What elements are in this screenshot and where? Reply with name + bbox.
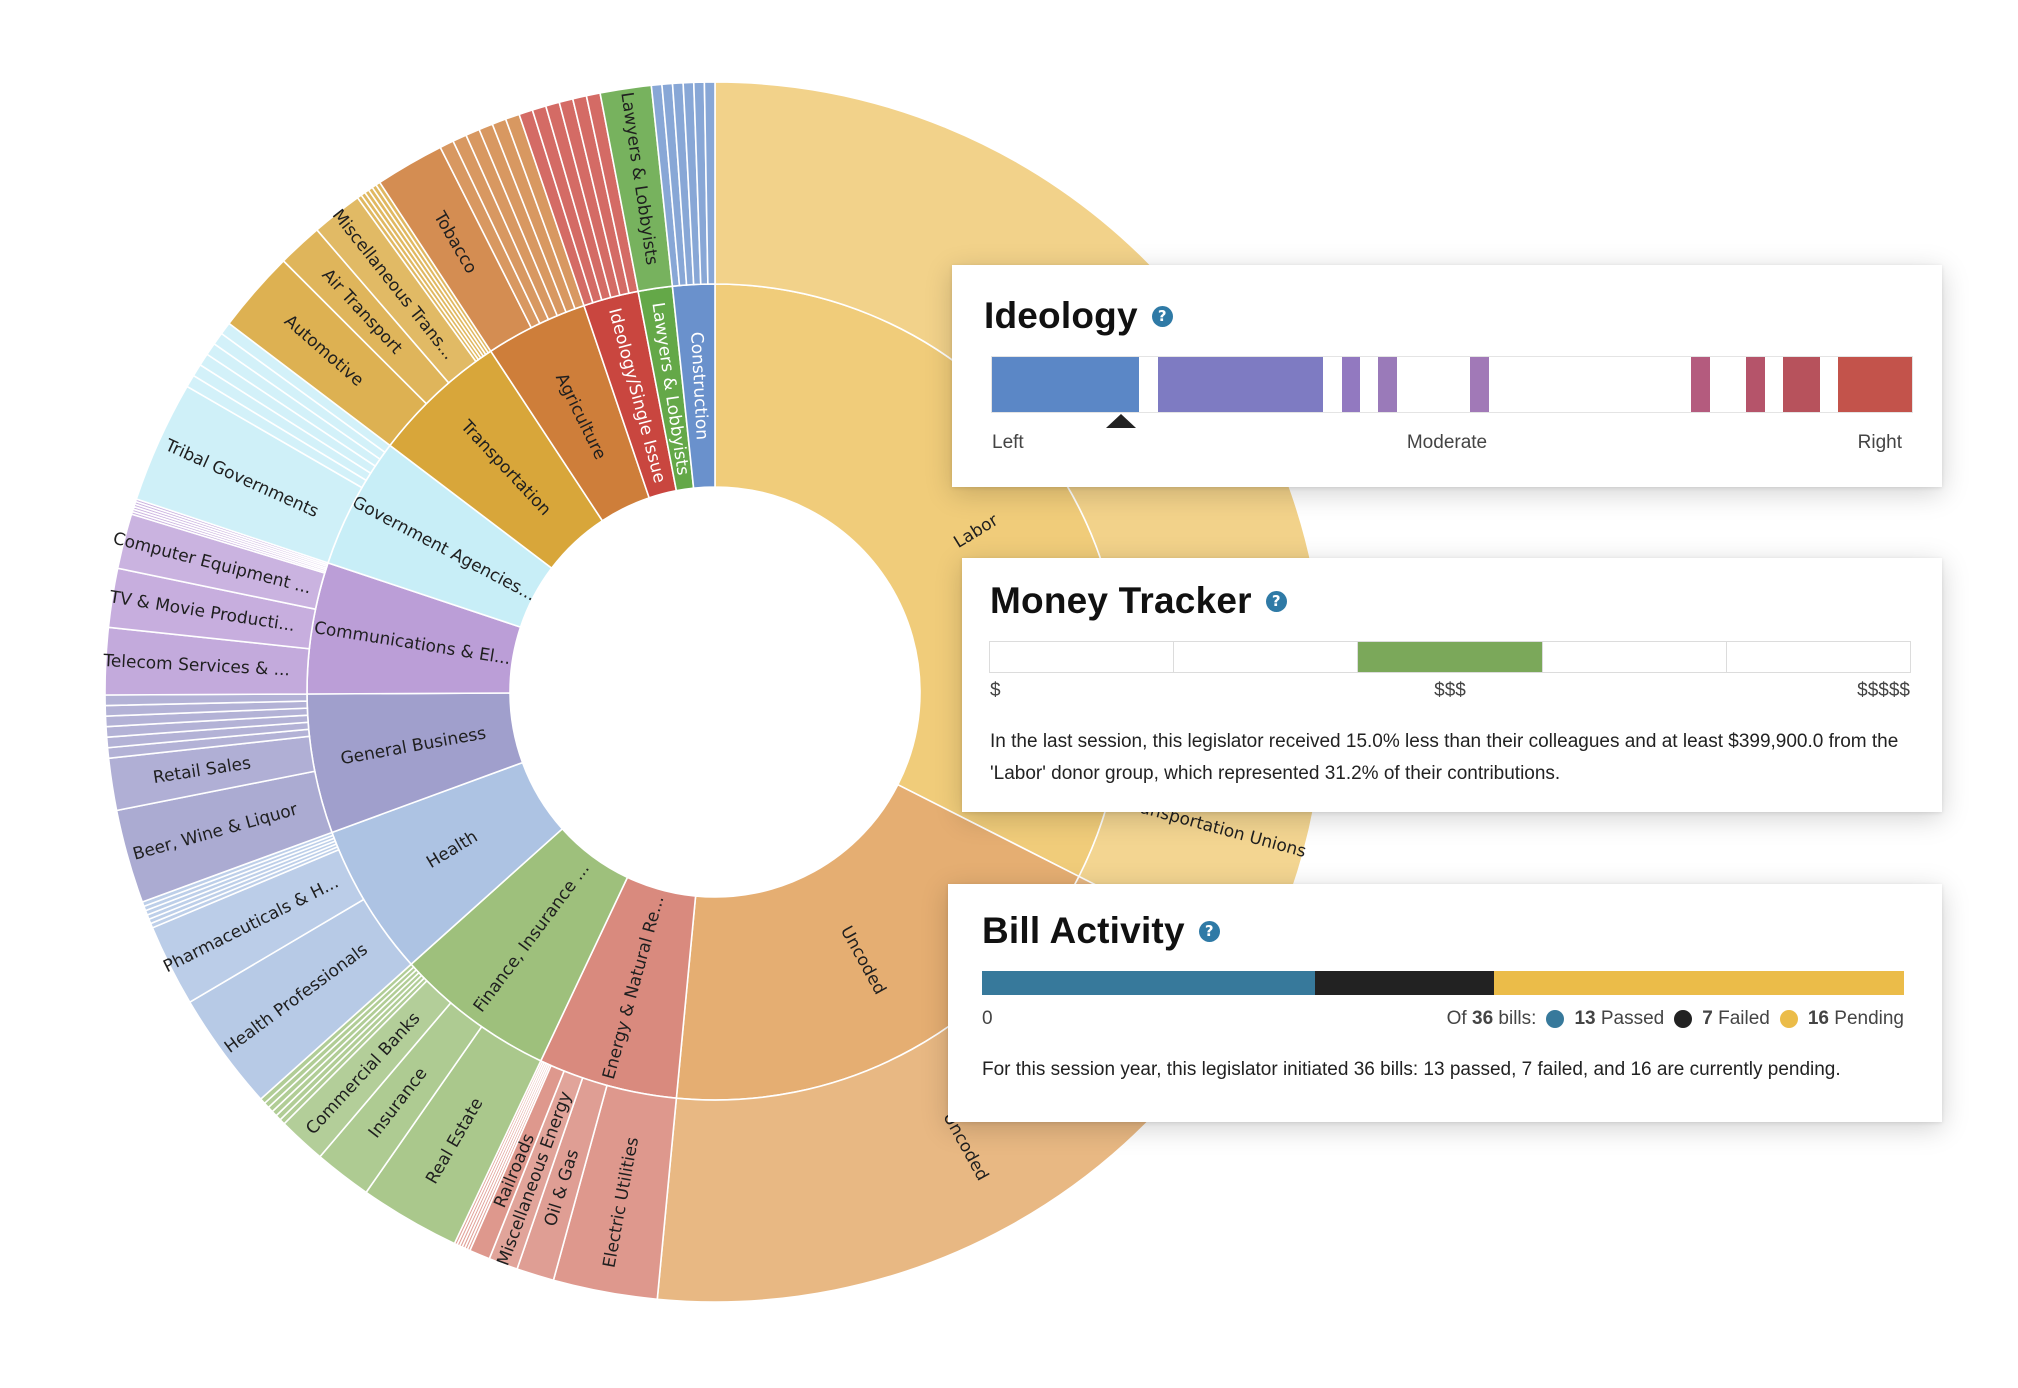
ideology-bar-segment (1157, 357, 1324, 412)
ideology-bar-segment (1746, 357, 1765, 412)
ideology-bar-segment (1838, 357, 1912, 412)
bill-progress-bar (982, 971, 1904, 995)
pending-dot-icon (1779, 1010, 1798, 1028)
ideology-bar-segment (992, 357, 1140, 412)
money-mid-label: $$$ (1434, 680, 1466, 701)
money-high-label: $$$$$ (1857, 680, 1910, 701)
help-icon[interactable]: ? (1265, 590, 1287, 612)
ideology-bar-segment (1783, 357, 1820, 412)
money-tracker-title: Money Tracker (990, 580, 1252, 621)
ideology-bar-segment (1378, 357, 1397, 412)
sector-small[interactable] (703, 81, 716, 285)
money-tracker-card: Money Tracker ? $ $$$ $$$$$ In the last … (962, 558, 1942, 812)
bill-pending-legend: 16 Pending (1807, 1008, 1904, 1029)
bill-passed-bar (982, 971, 1315, 995)
passed-dot-icon (1546, 1010, 1565, 1028)
money-bucket (1174, 642, 1359, 672)
ideology-right-label: Right (1857, 432, 1902, 453)
ideology-bar-segment (1470, 357, 1489, 412)
ideology-marker-icon (1105, 414, 1136, 428)
help-icon[interactable]: ? (1198, 920, 1220, 942)
bill-zero-label: 0 (982, 1008, 993, 1029)
bill-failed-legend: 7 Failed (1702, 1008, 1770, 1029)
ideology-moderate-label: Moderate (1406, 432, 1488, 453)
ideology-scale (991, 356, 1913, 413)
bill-failed-bar (1314, 971, 1495, 995)
help-icon[interactable]: ? (1151, 305, 1173, 327)
ideology-bar-segment (1341, 357, 1360, 412)
failed-dot-icon (1674, 1010, 1693, 1028)
money-low-label: $ (990, 680, 1001, 701)
ideology-bar-segment (1691, 357, 1710, 412)
bill-pending-bar (1494, 971, 1904, 995)
bill-total-text: Of 36 bills: (1446, 1008, 1537, 1029)
ideology-title: Ideology (984, 295, 1138, 336)
money-bucket (1358, 642, 1543, 672)
bill-activity-title: Bill Activity (982, 910, 1185, 951)
bill-legend: Of 36 bills: 13 Passed 7 Failed 16 Pendi… (1447, 1008, 1904, 1030)
money-bucket (1727, 642, 1910, 672)
ideology-left-label: Left (992, 432, 1024, 453)
money-bucket (990, 642, 1175, 672)
money-summary-text: In the last session, this legislator rec… (990, 731, 1899, 784)
money-scale (989, 641, 1911, 673)
bill-summary-text: For this session year, this legislator i… (982, 1059, 1841, 1080)
ideology-card: Ideology ? Left Moderate Right (952, 265, 1942, 487)
bill-activity-card: Bill Activity ? 0 Of 36 bills: 13 Passed… (948, 884, 1942, 1122)
money-bucket (1543, 642, 1727, 672)
bill-passed-legend: 13 Passed (1574, 1008, 1665, 1029)
